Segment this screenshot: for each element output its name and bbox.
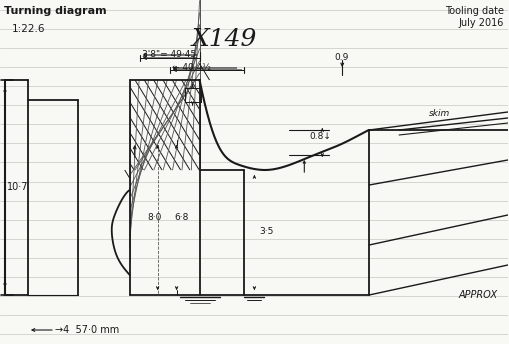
- Text: →4  57·0 mm: →4 57·0 mm: [55, 325, 119, 335]
- Text: 0.8↓: 0.8↓: [309, 132, 331, 141]
- Text: X149: X149: [192, 28, 257, 51]
- Text: 0.9: 0.9: [334, 53, 349, 62]
- Text: 3'8"= 49·45: 3'8"= 49·45: [142, 50, 196, 59]
- Text: 10·7: 10·7: [7, 182, 29, 192]
- Text: 8·0: 8·0: [148, 213, 162, 222]
- Text: Tooling date
July 2016: Tooling date July 2016: [445, 6, 504, 28]
- Text: Turning diagram: Turning diagram: [4, 6, 106, 16]
- Text: skim: skim: [429, 109, 450, 118]
- Text: APPROX: APPROX: [459, 290, 498, 300]
- Text: 3·5: 3·5: [260, 227, 274, 237]
- Bar: [130, 80, 200, 170]
- Text: -: -: [186, 90, 188, 96]
- Text: 1:22.6: 1:22.6: [12, 24, 45, 34]
- Text: 6·8: 6·8: [175, 213, 189, 222]
- Text: ← 40·4½: ← 40·4½: [172, 63, 211, 72]
